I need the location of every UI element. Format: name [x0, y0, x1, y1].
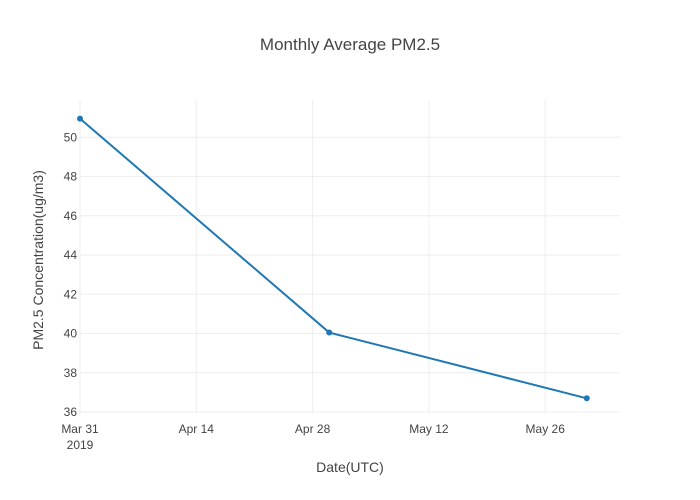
y-tick-label: 46 — [64, 209, 78, 223]
series-group — [77, 115, 590, 402]
x-tick-label: Mar 31 — [61, 422, 99, 436]
x-tick-label: May 12 — [409, 422, 449, 436]
x-axis-tick-labels: Mar 31 2019 Apr 14 Apr 28 May 12 May 26 — [61, 422, 565, 452]
data-point[interactable] — [77, 115, 83, 122]
y-tick-label: 42 — [64, 287, 78, 301]
x-tick-sublabel: 2019 — [67, 438, 94, 452]
chart-title: Monthly Average PM2.5 — [260, 35, 440, 54]
y-tick-label: 44 — [64, 248, 78, 262]
y-grid-lines — [80, 136, 620, 413]
y-tick-label: 38 — [64, 366, 78, 380]
y-axis-tick-labels: 36 38 40 42 44 46 48 50 — [64, 130, 78, 419]
x-tick-label: Apr 28 — [295, 422, 331, 436]
y-tick-label: 40 — [64, 327, 78, 341]
y-tick-label: 36 — [64, 405, 78, 419]
x-grid-lines — [79, 100, 546, 414]
y-tick-label: 48 — [64, 170, 78, 184]
y-tick-label: 50 — [64, 130, 78, 144]
data-point[interactable] — [326, 329, 333, 336]
x-tick-label: May 26 — [526, 422, 566, 436]
x-axis-title: Date(UTC) — [316, 459, 384, 475]
y-axis-title: PM2.5 Concentration(ug/m3) — [30, 170, 46, 350]
x-tick-label: Apr 14 — [179, 422, 215, 436]
data-point[interactable] — [583, 395, 590, 402]
